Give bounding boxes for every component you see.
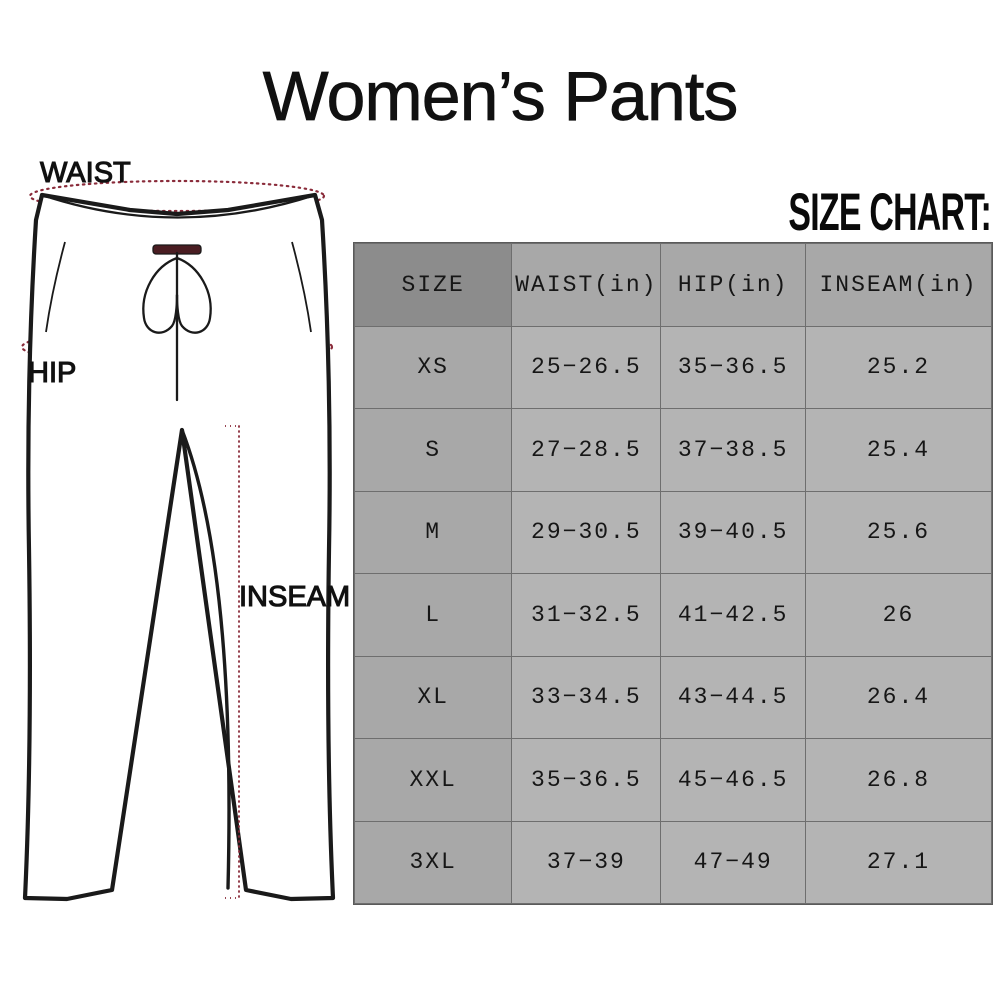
svg-text:WAIST: WAIST bbox=[40, 157, 131, 189]
svg-text:HIP: HIP bbox=[28, 357, 76, 389]
svg-text:INSEAM: INSEAM bbox=[239, 581, 350, 613]
